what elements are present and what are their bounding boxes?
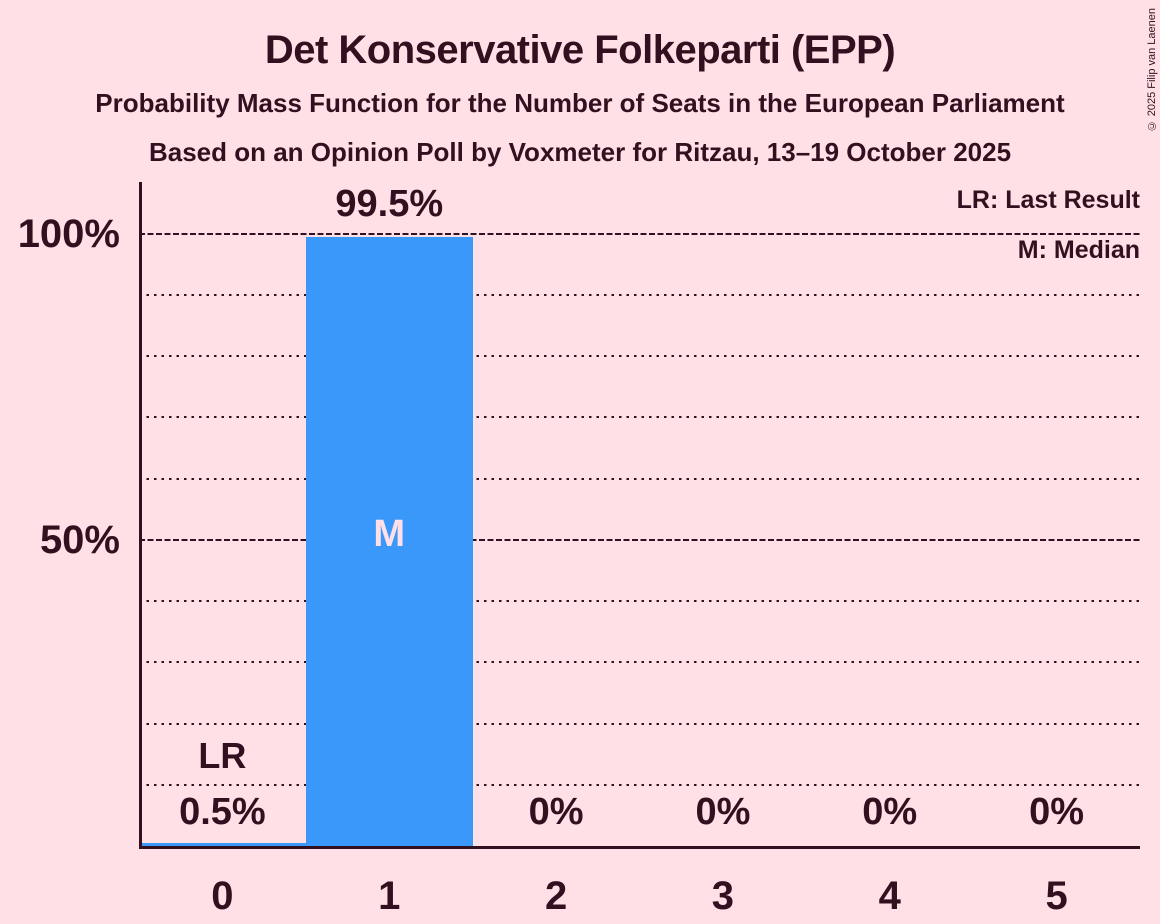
chart-title: Det Konservative Folkeparti (EPP)	[264, 28, 896, 72]
x-tick-label-1: 1	[378, 874, 401, 918]
bar-seats-1	[305, 236, 473, 846]
gridline-50pct	[139, 538, 1140, 541]
gridline-70pct	[139, 416, 1140, 419]
x-tick-label-2: 2	[544, 874, 568, 918]
plot-area: 0.5% 99.5% 0% 0% 0% 0% LR M	[139, 182, 1140, 846]
gridline-100pct	[139, 232, 1140, 235]
x-tick-label-0: 0	[211, 874, 234, 918]
gridline-90pct	[139, 293, 1140, 296]
gridline-20pct	[139, 722, 1140, 725]
chart-note: Based on an Opinion Poll by Voxmeter for…	[148, 137, 1012, 167]
legend-last-result: LR: Last Result	[956, 186, 1140, 214]
copyright-text: © 2025 Filip van Laenen	[1146, 8, 1158, 132]
gridline-30pct	[139, 661, 1140, 664]
bar-value-label: 0.5%	[179, 791, 266, 833]
gridline-40pct	[139, 600, 1140, 602]
bar-value-label: 0%	[528, 791, 584, 833]
bar-value-label: 99.5%	[335, 182, 444, 225]
median-annotation: M	[373, 513, 406, 556]
bar-value-label: 0%	[862, 791, 918, 833]
bar-value-label: 0%	[695, 791, 751, 833]
x-tick-label-4: 4	[878, 874, 901, 918]
bar-value-label: 0%	[1029, 791, 1085, 833]
x-tick-label-5: 5	[1045, 874, 1068, 918]
x-tick-label-3: 3	[711, 874, 735, 918]
x-axis-line	[139, 846, 1140, 849]
gridline-80pct	[139, 355, 1140, 357]
gridline-10pct	[139, 783, 1140, 786]
chart-subtitle: Probability Mass Function for the Number…	[95, 88, 1065, 118]
y-axis-line	[139, 182, 142, 849]
y-tick-label-50: 50%	[39, 517, 120, 562]
legend-median: M: Median	[1017, 236, 1140, 264]
last-result-annotation: LR	[198, 735, 247, 776]
gridline-60pct	[139, 477, 1140, 480]
bar-seats-0	[139, 842, 306, 846]
y-tick-label-100: 100%	[17, 211, 120, 256]
